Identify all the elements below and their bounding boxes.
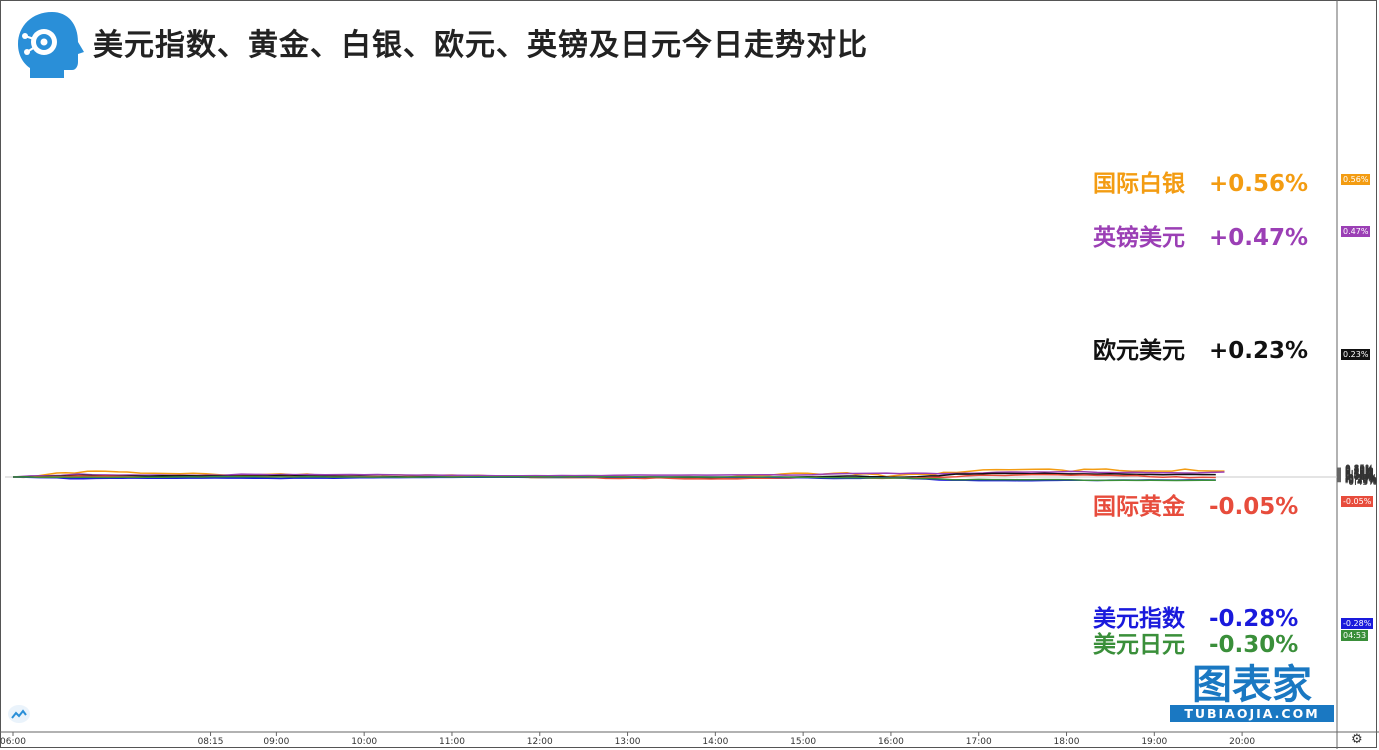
- x-tick-label: 13:00: [615, 737, 641, 747]
- series-change: -0.05%: [1209, 494, 1299, 520]
- y-tick-label: 0.55%: [1345, 467, 1374, 477]
- y-tick-label: -0.30%: [1345, 476, 1377, 486]
- y-tick-label: 0.45%: [1345, 468, 1374, 478]
- series-change: +0.56%: [1209, 171, 1309, 197]
- price-badge-dxy: -0.28%: [1341, 618, 1374, 629]
- x-tick-label: 12:00: [527, 737, 553, 747]
- y-tick-label: 0.70%: [1345, 466, 1374, 476]
- tradingview-logo-icon[interactable]: [8, 705, 30, 723]
- y-tick-label: 0.65%: [1345, 466, 1374, 476]
- chart-title: 美元指数、黄金、白银、欧元、英镑及日元今日走势对比: [93, 28, 868, 63]
- y-tick-label: 0.75%: [1345, 465, 1374, 475]
- y-tick-label: 0.20%: [1345, 471, 1374, 481]
- price-badge-usdjpy: 04:53: [1341, 630, 1369, 641]
- series-change: -0.28%: [1209, 606, 1299, 632]
- x-tick-label: 06:00: [0, 737, 26, 747]
- y-tick-label: -0.05%: [1345, 474, 1377, 484]
- y-tick-label: -0.20%: [1345, 475, 1377, 485]
- series-change: +0.23%: [1209, 338, 1309, 364]
- series-name: 美元日元: [1093, 632, 1185, 658]
- y-tick-label: 0.05%: [1345, 472, 1374, 482]
- y-tick-label: -0.35%: [1345, 477, 1377, 487]
- series-name: 国际黄金: [1093, 494, 1185, 520]
- x-tick-label: 19:00: [1141, 737, 1167, 747]
- y-tick-label: 0.00%: [1345, 473, 1374, 483]
- x-tick-label: 16:00: [878, 737, 904, 747]
- y-tick-label: -0.25%: [1345, 476, 1377, 486]
- series-label-eurusd: 欧元美元 +0.23%: [1093, 331, 1308, 365]
- series-change: +0.47%: [1209, 225, 1309, 251]
- series-name: 国际白银: [1093, 171, 1185, 197]
- series-label-usdjpy: 美元日元 -0.30%: [1093, 625, 1298, 659]
- series-line-1[interactable]: [12, 470, 1225, 478]
- y-tick-label: 0.85%: [1345, 464, 1374, 474]
- x-tick-label: 18:00: [1054, 737, 1080, 747]
- series-label-dxy: 美元指数 -0.28%: [1093, 599, 1298, 633]
- gear-icon[interactable]: ⚙: [1351, 731, 1363, 746]
- x-tick-label: 14:00: [702, 737, 728, 747]
- x-tick-label: 11:00: [439, 737, 465, 747]
- x-tick-label: 10:00: [351, 737, 377, 747]
- y-tick-label: -0.10%: [1345, 474, 1377, 484]
- y-tick-label: 0.35%: [1345, 469, 1374, 479]
- y-tick-label: -0.15%: [1345, 475, 1377, 485]
- x-tick-label: 09:00: [263, 737, 289, 747]
- brand-text: 图表家: [1192, 662, 1312, 708]
- series-label-silver: 国际白银 +0.56%: [1093, 164, 1308, 198]
- series-name: 欧元美元: [1093, 338, 1185, 364]
- y-tick-label: 0.30%: [1345, 470, 1374, 480]
- x-tick-label: 17:00: [966, 737, 992, 747]
- series-line-5[interactable]: [12, 475, 1216, 482]
- series-name: 美元指数: [1093, 606, 1185, 632]
- price-badge-gbpusd: 0.47%: [1341, 226, 1371, 237]
- y-tick-label: 0.50%: [1345, 468, 1374, 478]
- y-tick-label: 0.25%: [1345, 470, 1374, 480]
- x-tick-label: 20:00: [1229, 737, 1255, 747]
- y-tick-label: -0.45%: [1345, 478, 1377, 488]
- y-tick-label: 0.15%: [1345, 471, 1374, 481]
- price-badge-silver: 0.56%: [1341, 174, 1371, 185]
- series-change: -0.30%: [1209, 632, 1299, 658]
- y-tick-label: -0.40%: [1345, 477, 1377, 487]
- y-tick-label: 0.40%: [1345, 469, 1374, 479]
- y-tick-label: 0.80%: [1345, 465, 1374, 475]
- robot-head-logo: [18, 12, 84, 78]
- y-tick-label: 0.10%: [1345, 472, 1374, 482]
- series-label-gbpusd: 英镑美元 +0.47%: [1093, 218, 1308, 252]
- tubiaojia-brand-logo: 图表家 TUBIAOJIA.COM: [1170, 662, 1334, 722]
- series-name: 英镑美元: [1093, 225, 1185, 251]
- price-badge-eurusd: 0.23%: [1341, 349, 1371, 360]
- y-tick-label: 0.60%: [1345, 467, 1374, 477]
- brand-domain: TUBIAOJIA.COM: [1184, 706, 1319, 721]
- x-tick-label: 15:00: [790, 737, 816, 747]
- series-label-gold: 国际黄金 -0.05%: [1093, 487, 1298, 521]
- x-tick-label: 08:15: [198, 737, 224, 747]
- price-badge-gold: -0.05%: [1341, 496, 1374, 507]
